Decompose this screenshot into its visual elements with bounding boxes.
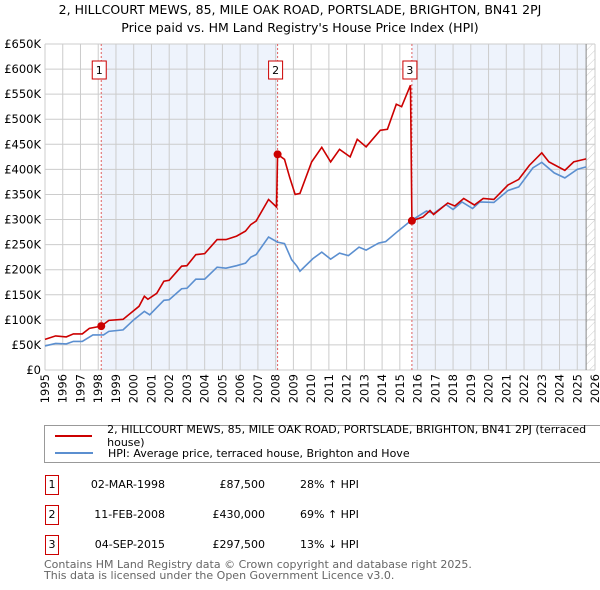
x-tick-label: 2020: [482, 374, 496, 403]
legend-red-line: [55, 435, 93, 437]
sale-marker-label: 1: [96, 64, 103, 77]
sale-marker-label: 2: [45, 505, 59, 525]
sale-hpi: 28% ↑ HPI: [300, 478, 359, 491]
x-tick-label: 2005: [215, 374, 229, 403]
x-tick-label: 2015: [393, 374, 407, 403]
chart-title: 2, HILLCOURT MEWS, 85, MILE OAK ROAD, PO…: [58, 2, 542, 17]
y-tick-label: £650K: [4, 37, 41, 51]
y-tick-label: £600K: [4, 62, 41, 76]
sale-date: 11-FEB-2008: [94, 508, 165, 521]
footer-line-2: This data is licensed under the Open Gov…: [44, 569, 395, 582]
x-tick-label: 1997: [73, 374, 87, 403]
sale-point: [97, 322, 106, 331]
x-tick-label: 2021: [499, 374, 513, 403]
x-tick-label: 2001: [144, 374, 158, 403]
y-tick-label: £350K: [4, 187, 41, 201]
legend-property: 2, HILLCOURT MEWS, 85, MILE OAK ROAD, PO…: [107, 423, 587, 449]
series-line: [44, 84, 587, 341]
shaded-period: [101, 44, 278, 370]
y-tick-label: £50K: [12, 338, 42, 352]
legend: 2, HILLCOURT MEWS, 85, MILE OAK ROAD, PO…: [44, 423, 600, 463]
sale-marker-label: 3: [406, 64, 413, 77]
x-tick-label: 2002: [162, 374, 176, 403]
price-chart: 1995 1996 1997 1998 1999 2000 2001 2002 2003 2004…: [4, 37, 600, 403]
x-tick-label: 2012: [340, 374, 354, 403]
x-tick-label: 2008: [269, 374, 283, 403]
y-tick-label: £550K: [4, 87, 41, 101]
x-tick-label: 2009: [286, 374, 300, 403]
y-tick-label: £150K: [4, 288, 41, 302]
legend-blue-line: [55, 452, 93, 454]
x-tick-label: 2023: [535, 374, 549, 403]
y-tick-label: £450K: [4, 137, 41, 151]
x-tick-label: 2024: [553, 374, 567, 403]
y-tick-label: £200K: [4, 263, 41, 277]
shaded-period: [411, 44, 587, 370]
x-tick-label: 1998: [91, 374, 105, 403]
sale-price: £87,500: [219, 478, 266, 491]
x-tick-label: 2014: [375, 374, 389, 403]
x-tick-label: 1999: [109, 374, 123, 403]
sale-row: 2 11-FEB-2008 £430,000 69% ↑ HPI: [45, 505, 445, 525]
x-tick-label: 2017: [428, 374, 442, 403]
x-tick-label: 2013: [357, 374, 371, 403]
y-tick-label: £0: [26, 363, 41, 377]
x-tick-label: 2003: [180, 374, 194, 403]
sale-marker-label: 2: [272, 64, 279, 77]
y-tick-label: £500K: [4, 112, 41, 126]
sale-marker-label: 1: [45, 475, 59, 495]
y-tick-label: £250K: [4, 238, 41, 252]
sale-date: 04-SEP-2015: [94, 538, 165, 551]
sale-row: 3 04-SEP-2015 £297,500 13% ↓ HPI: [45, 535, 445, 555]
chart-subtitle: Price paid vs. HM Land Registry's House …: [121, 20, 479, 35]
x-tick-label: 1995: [38, 374, 52, 403]
sale-marker-label: 3: [45, 535, 59, 555]
sale-row: 1 02-MAR-1998 £87,500 28% ↑ HPI: [45, 475, 445, 495]
forecast-hatch: [586, 44, 595, 370]
x-tick-label: 2000: [127, 374, 141, 403]
x-tick-label: 2006: [233, 374, 247, 403]
sale-price: £430,000: [212, 508, 266, 521]
y-tick-label: £100K: [4, 313, 41, 327]
x-tick-label: 2019: [464, 374, 478, 403]
series-line: [44, 161, 587, 347]
x-tick-label: 2007: [251, 374, 265, 403]
sale-marker-box: [268, 60, 284, 80]
sale-price: £297,500: [212, 538, 266, 551]
x-tick-label: 2026: [588, 374, 600, 403]
x-tick-label: 2010: [304, 374, 318, 403]
footer: Contains HM Land Registry data © Crown c…: [44, 559, 472, 581]
y-tick-label: £400K: [4, 162, 41, 176]
y-tick-label: £300K: [4, 213, 41, 227]
sale-hpi: 69% ↑ HPI: [300, 508, 359, 521]
x-tick-label: 2018: [446, 374, 460, 403]
x-tick-label: 2025: [570, 374, 584, 403]
footer-line-1: Contains HM Land Registry data © Crown c…: [44, 558, 472, 571]
x-tick-label: 1996: [56, 374, 70, 403]
sale-hpi: 13% ↓ HPI: [300, 538, 359, 551]
x-tick-label: 2004: [198, 374, 212, 403]
sale-point: [407, 216, 416, 225]
legend-hpi: HPI: Average price, terraced house, Brig…: [108, 446, 410, 460]
sale-marker-box: [402, 60, 418, 80]
sale-point: [273, 150, 282, 159]
x-tick-label: 2022: [517, 374, 531, 403]
sale-marker-box: [91, 60, 107, 80]
sale-date: 02-MAR-1998: [90, 478, 165, 491]
x-tick-label: 2011: [322, 374, 336, 403]
x-tick-label: 2016: [411, 374, 425, 403]
